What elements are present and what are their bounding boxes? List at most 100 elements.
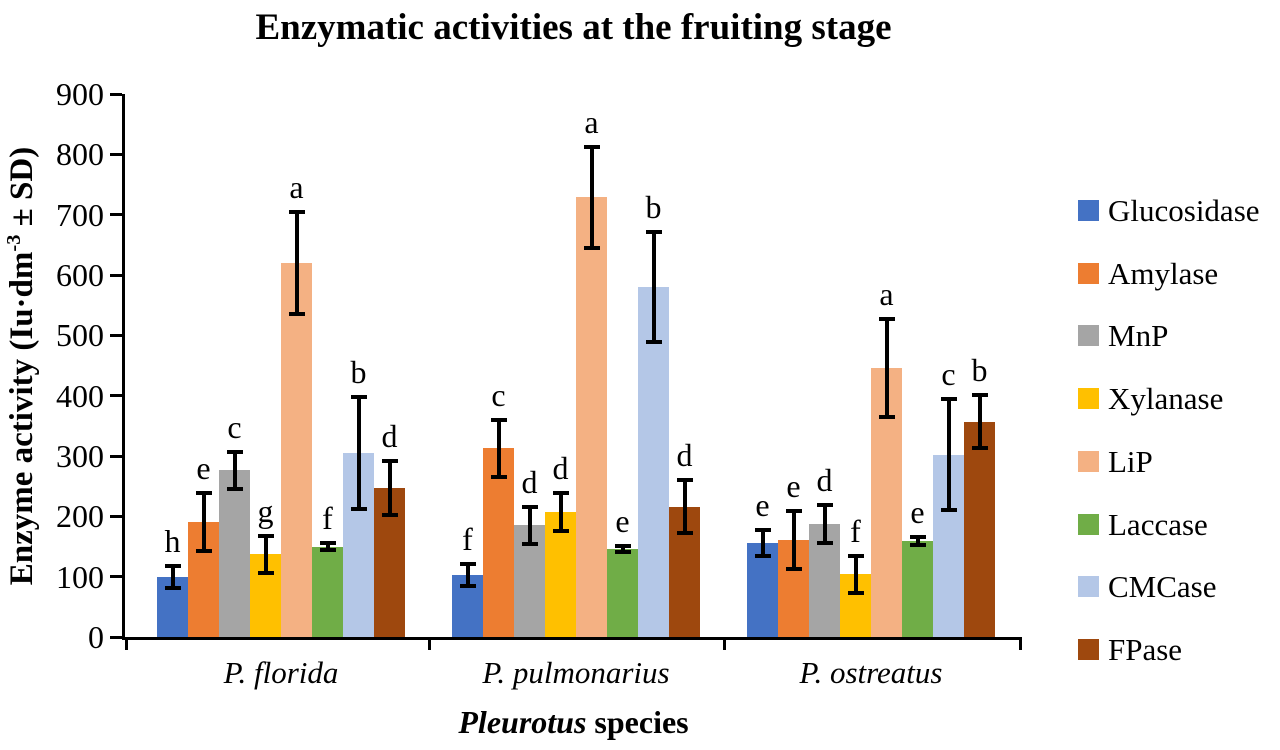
- y-axis-tick-label: 300: [56, 438, 104, 474]
- error-bar-cap-top: [645, 230, 662, 235]
- error-bar-cap-top: [614, 543, 631, 548]
- error-bar-cap-bottom: [878, 414, 895, 419]
- significance-letter-fpase-p-pulmonarius: d: [676, 437, 693, 474]
- error-bar-laccase-p-florida: [325, 543, 330, 550]
- error-bar-glucosidase-p-pulmonarius: [465, 564, 470, 586]
- y-axis-tick: [110, 152, 122, 156]
- error-bar-cap-bottom: [754, 553, 771, 558]
- chart-title: Enzymatic activities at the fruiting sta…: [255, 7, 892, 48]
- error-bar-cap-bottom: [288, 311, 305, 316]
- legend-item-xylanase: Xylanase: [1078, 383, 1223, 414]
- y-axis-tick: [110, 575, 122, 579]
- significance-letter-cmcase-p-pulmonarius: b: [645, 189, 662, 226]
- error-bar-cap-bottom: [940, 508, 957, 513]
- legend-label-cmcase: CMCase: [1108, 568, 1217, 604]
- y-axis-tick-label: 0: [88, 619, 104, 655]
- bar-glucosidase-p-ostreatus: [747, 542, 778, 637]
- error-bar-cap-bottom: [350, 506, 367, 511]
- x-axis-title: Pleurotus species: [125, 704, 1022, 741]
- y-axis-tick-label: 900: [56, 76, 104, 112]
- error-bar-lip-p-pulmonarius: [589, 146, 594, 248]
- category-label-p-pulmonarius: P. pulmonarius: [482, 655, 670, 690]
- significance-letter-glucosidase-p-ostreatus: e: [755, 487, 770, 524]
- significance-letter-xylanase-p-pulmonarius: d: [552, 450, 569, 487]
- error-bar-cap-top: [350, 395, 367, 400]
- legend-swatch-mnp: [1078, 324, 1099, 346]
- error-bar-cap-top: [816, 502, 833, 507]
- error-bar-cap-top: [971, 393, 988, 398]
- significance-letter-xylanase-p-ostreatus: f: [850, 512, 861, 549]
- error-bar-xylanase-p-pulmonarius: [558, 493, 563, 531]
- significance-letter-laccase-p-ostreatus: e: [910, 494, 925, 531]
- bar-laccase-p-pulmonarius: [607, 548, 638, 637]
- legend-item-cmcase: CMCase: [1078, 571, 1217, 602]
- significance-letter-amylase-p-ostreatus: e: [786, 467, 801, 504]
- error-bar-cap-bottom: [645, 339, 662, 344]
- error-bar-mnp-p-pulmonarius: [527, 506, 532, 545]
- error-bar-cap-bottom: [552, 528, 569, 533]
- error-bar-cap-top: [878, 317, 895, 322]
- significance-letter-lip-p-pulmonarius: a: [584, 103, 599, 140]
- legend-swatch-amylase: [1078, 262, 1099, 284]
- error-bar-cap-bottom: [164, 585, 181, 590]
- error-bar-cap-bottom: [785, 566, 802, 571]
- legend: Glucosidase Amylase MnP Xylanase LiP Laccase C…: [1078, 195, 1278, 679]
- y-axis-tick: [110, 213, 122, 217]
- category-label-p-ostreatus: P. ostreatus: [799, 655, 943, 690]
- bar-mnp-p-florida: [219, 470, 250, 637]
- error-bar-xylanase-p-ostreatus: [853, 555, 858, 593]
- error-bar-cap-top: [319, 541, 336, 546]
- significance-letter-cmcase-p-florida: b: [350, 354, 367, 391]
- y-axis-tick: [110, 514, 122, 518]
- error-bar-laccase-p-pulmonarius: [620, 545, 625, 552]
- error-bar-cap-top: [521, 504, 538, 509]
- legend-label-amylase: Amylase: [1108, 255, 1219, 291]
- bar-cmcase-p-pulmonarius: [638, 287, 669, 637]
- legend-item-fpase: FPase: [1078, 634, 1182, 665]
- y-axis-title-superscript: -3: [3, 234, 25, 252]
- error-bar-cap-bottom: [226, 487, 243, 492]
- error-bar-cap-bottom: [583, 245, 600, 250]
- category-label-p-florida: P. florida: [223, 655, 339, 690]
- significance-letter-cmcase-p-ostreatus: c: [941, 356, 956, 393]
- error-bar-cap-top: [381, 458, 398, 463]
- significance-letter-mnp-p-pulmonarius: d: [521, 463, 538, 500]
- y-axis-tick: [110, 635, 122, 639]
- x-axis-tick: [1019, 637, 1022, 650]
- error-bar-glucosidase-p-florida: [170, 565, 175, 588]
- error-bar-amylase-p-florida: [201, 492, 206, 551]
- error-bar-cap-bottom: [319, 547, 336, 552]
- y-axis-tick-label: 800: [56, 136, 104, 173]
- y-axis-tick-label: 200: [56, 498, 104, 535]
- error-bar-cap-top: [583, 144, 600, 149]
- plot-area: 0 100 200 300 400 500 600 700 800 900 P. florida P.…: [56, 76, 1022, 690]
- legend-label-fpase: FPase: [1108, 631, 1183, 667]
- legend-label-laccase: Laccase: [1108, 506, 1208, 542]
- legend-label-xylanase: Xylanase: [1108, 380, 1224, 416]
- error-bar-cap-bottom: [459, 583, 476, 588]
- significance-letter-glucosidase-p-pulmonarius: f: [462, 521, 473, 557]
- error-bar-cap-top: [909, 535, 926, 540]
- error-bar-cap-bottom: [847, 590, 864, 595]
- legend-swatch-laccase: [1078, 513, 1099, 535]
- error-bar-cap-top: [257, 533, 274, 538]
- error-bar-amylase-p-pulmonarius: [496, 419, 501, 477]
- legend-item-glucosidase: Glucosidase: [1078, 195, 1260, 226]
- error-bar-mnp-p-florida: [232, 451, 237, 490]
- y-axis-title-prefix: Enzyme activity (Iu·dm: [4, 251, 40, 586]
- significance-letter-lip-p-florida: a: [289, 169, 304, 206]
- legend-swatch-cmcase: [1078, 575, 1099, 597]
- x-axis-tick: [723, 637, 726, 650]
- significance-letter-laccase-p-pulmonarius: e: [615, 502, 630, 539]
- error-bar-cmcase-p-pulmonarius: [651, 232, 656, 342]
- y-axis-tick: [110, 454, 122, 458]
- error-bar-cap-bottom: [614, 549, 631, 554]
- legend-label-lip: LiP: [1108, 443, 1153, 479]
- significance-letter-glucosidase-p-florida: h: [164, 522, 181, 559]
- error-bar-cap-bottom: [257, 571, 274, 576]
- error-bar-cap-top: [164, 563, 181, 568]
- error-bar-cap-bottom: [676, 531, 693, 536]
- error-bar-lip-p-florida: [294, 212, 299, 314]
- y-axis-tick-label: 100: [56, 558, 104, 595]
